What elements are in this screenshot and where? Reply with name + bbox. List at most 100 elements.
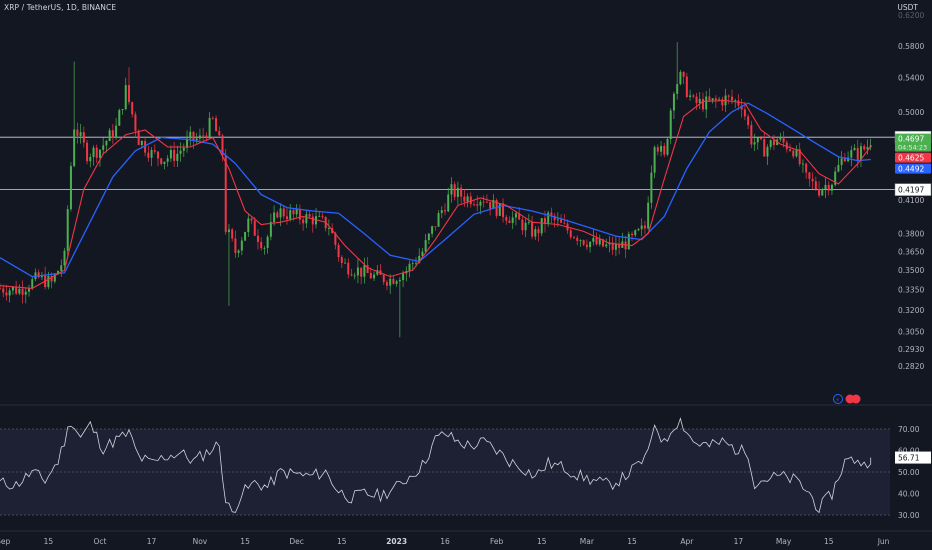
rsi-tick-label: 30.00 — [898, 511, 920, 520]
candle-body — [269, 221, 272, 237]
candle-body — [537, 229, 540, 234]
candle-body — [811, 178, 814, 182]
price-badge-label: 0.4625 — [898, 154, 924, 163]
candle-body — [801, 163, 804, 165]
candle-body — [756, 137, 759, 143]
rsi-current-box — [895, 451, 931, 464]
candle-body — [460, 187, 463, 197]
time-tick-label: 15 — [627, 537, 637, 546]
candle-body — [547, 212, 550, 224]
candle-body — [843, 158, 846, 162]
candle-body — [524, 222, 527, 231]
candle-body — [340, 257, 343, 263]
rsi-tick-label: 60.00 — [898, 447, 920, 456]
time-tick-label: 16 — [440, 537, 450, 546]
candle-body — [463, 196, 466, 202]
candle-body — [701, 99, 704, 110]
candle-body — [834, 171, 837, 185]
candle-body — [202, 135, 205, 137]
price-tick-label: 0.3500 — [898, 266, 924, 275]
candle-body — [131, 102, 134, 115]
candle-body — [347, 262, 350, 275]
candle-body — [440, 210, 443, 214]
candle-body — [350, 274, 353, 276]
candle-body — [244, 232, 247, 241]
candle-body — [427, 233, 430, 241]
candle-body — [366, 265, 369, 273]
level-label-box — [894, 183, 932, 196]
candle-body — [273, 212, 276, 222]
candle-body — [108, 130, 111, 141]
candle-body — [589, 241, 592, 248]
candle-body — [643, 225, 646, 229]
candle-body — [408, 263, 411, 271]
candle-body — [689, 95, 692, 97]
candle-body — [582, 240, 585, 245]
candle-body — [553, 215, 556, 221]
candle-body — [469, 196, 472, 205]
candle-body — [15, 286, 18, 294]
candle-body — [292, 210, 295, 215]
ma-fast-line — [0, 99, 872, 289]
candle-body — [672, 93, 675, 111]
time-tick-label: Apr — [680, 537, 694, 546]
candle-body — [2, 288, 5, 293]
candle-body — [760, 137, 763, 140]
candle-body — [614, 244, 617, 250]
time-tick-label: May — [776, 537, 792, 546]
price-unit: USDT — [897, 3, 918, 12]
candle-body — [730, 96, 733, 101]
candle-body — [414, 262, 417, 264]
candle-body — [792, 150, 795, 157]
flash-icon-glyph: ⚡ — [836, 397, 840, 404]
candle-body — [28, 288, 31, 292]
candle-body — [302, 219, 305, 224]
candle-body — [772, 140, 775, 146]
candle-body — [543, 218, 546, 224]
candle-body — [376, 270, 379, 275]
candle-body — [850, 150, 853, 158]
candle-body — [66, 209, 69, 251]
candle-body — [189, 131, 192, 139]
candle-body — [250, 218, 253, 221]
candle-body — [631, 233, 634, 236]
candle-body — [353, 275, 356, 277]
candle-body — [502, 203, 505, 218]
candle-body — [234, 238, 237, 253]
candle-body — [660, 145, 663, 152]
candle-body — [105, 140, 108, 146]
price-tick-label: 0.3200 — [898, 306, 924, 315]
candle-body — [569, 230, 572, 238]
candle-body — [279, 208, 282, 218]
price-badge-label: 0.4697 — [898, 135, 924, 144]
candle-body — [498, 203, 501, 216]
candle-body — [382, 274, 385, 283]
candle-body — [572, 237, 575, 239]
candle-body — [369, 272, 372, 279]
price-tick-label: 0.5400 — [898, 74, 924, 83]
candle-body — [356, 267, 359, 276]
candle-body — [856, 147, 859, 160]
candle-body — [134, 114, 137, 131]
rsi-current-label: 56.71 — [898, 454, 920, 463]
candle-body — [476, 204, 479, 206]
candle-body — [576, 237, 579, 241]
candle-body — [305, 214, 308, 224]
price-badge — [895, 133, 931, 152]
candle-body — [827, 184, 830, 191]
rsi-tick-label: 40.00 — [898, 490, 920, 499]
time-tick-label: 15 — [824, 537, 834, 546]
candle-body — [0, 288, 1, 290]
candle-body — [115, 125, 118, 138]
candle-body — [534, 229, 537, 237]
candle-body — [453, 184, 456, 197]
candle-body — [505, 217, 508, 221]
candle-body — [473, 204, 476, 206]
candle-body — [198, 135, 201, 139]
candle-body — [227, 229, 230, 233]
candle-body — [221, 135, 224, 156]
candle-body — [153, 150, 156, 152]
countdown-label: 04:54:23 — [898, 144, 927, 152]
candle-body — [147, 152, 150, 158]
